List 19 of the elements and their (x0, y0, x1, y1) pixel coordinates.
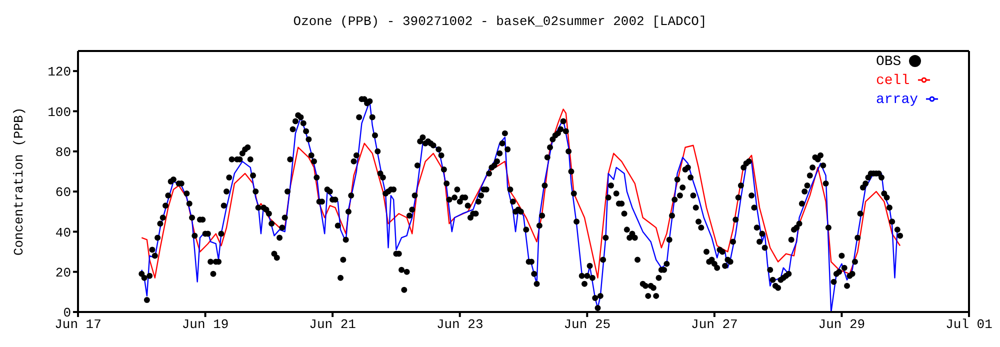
x-tick-label: Jul 01 (946, 317, 993, 332)
legend-label: array (876, 92, 918, 108)
x-tick-label: Jun 19 (182, 317, 229, 332)
chart-title: Ozone (PPB) - 390271002 - baseK_02summer 2002 [LADCO] (292, 13, 708, 31)
x-tick-label: Jun 21 (309, 317, 356, 332)
y-tick-label: 120 (48, 64, 71, 80)
line-series (141, 108, 901, 278)
x-tick-label: Jun 27 (691, 317, 738, 332)
x-tick-label: Jun 23 (436, 317, 484, 332)
x-tick-label: Jun 25 (564, 317, 611, 332)
y-tick-label: 40 (55, 225, 71, 240)
legend-label: OBS (876, 54, 902, 70)
x-tick-label: Jun 29 (818, 317, 866, 332)
y-tick-label: 80 (55, 145, 71, 160)
y-axis-title: Concentration (PPB) (12, 107, 27, 256)
y-tick-label: 100 (48, 104, 71, 120)
legend-label: cell (876, 73, 910, 89)
y-tick-label: 20 (55, 265, 71, 280)
y-tick-label: 60 (55, 185, 71, 200)
